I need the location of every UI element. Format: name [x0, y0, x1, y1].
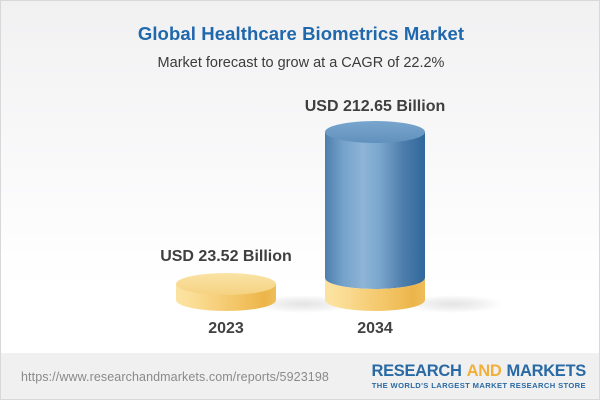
logo-word-and: AND — [466, 361, 502, 380]
report-url: https://www.researchandmarkets.com/repor… — [21, 369, 329, 384]
page-title: Global Healthcare Biometrics Market — [137, 23, 465, 44]
page-subtitle: Market forecast to grow at a CAGR of 22.… — [157, 55, 445, 71]
research-and-markets-logo: RESEARCH AND MARKETS THE WORLD'S LARGEST… — [371, 363, 586, 390]
footer: https://www.researchandmarkets.com/repor… — [1, 353, 599, 399]
logo-tagline: THE WORLD'S LARGEST MARKET RESEARCH STOR… — [371, 381, 586, 391]
bar-2034-shadow — [403, 295, 503, 313]
logo-word-research: RESEARCH — [371, 361, 462, 380]
value-label-2034: USD 212.65 Billion — [304, 98, 446, 115]
value-label-2023: USD 23.52 Billion — [160, 248, 292, 265]
logo-wordmark: RESEARCH AND MARKETS — [371, 363, 586, 380]
bar-2034-cylinder — [325, 121, 425, 311]
category-label-2034: 2034 — [357, 320, 393, 337]
bar-2023-cylinder — [176, 273, 276, 311]
bar-2034-base-segment — [325, 278, 425, 311]
logo-word-markets: MARKETS — [506, 361, 587, 380]
category-label-2023: 2023 — [208, 320, 244, 337]
